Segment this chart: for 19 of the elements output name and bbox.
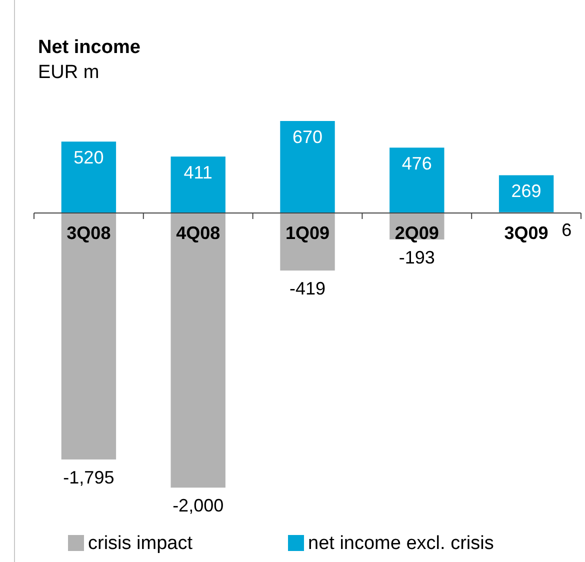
x-tick-label: 1Q09 bbox=[285, 223, 330, 243]
legend-label: crisis impact bbox=[88, 533, 194, 554]
data-label: 670 bbox=[292, 127, 323, 147]
chart-title: Net income bbox=[38, 37, 140, 58]
data-label: -419 bbox=[289, 278, 326, 299]
legend-label: net income excl. crisis bbox=[308, 533, 494, 554]
data-label: 269 bbox=[511, 181, 542, 202]
data-label: -193 bbox=[398, 248, 435, 268]
data-label: -1,795 bbox=[63, 467, 114, 488]
data-label: 6 bbox=[562, 220, 572, 240]
x-tick-label: 4Q08 bbox=[176, 223, 220, 243]
data-label: 520 bbox=[74, 148, 104, 168]
chart-subtitle: EUR m bbox=[38, 62, 100, 83]
x-tick-label: 3Q09 bbox=[504, 223, 548, 243]
x-tick-label: 3Q08 bbox=[66, 223, 111, 243]
x-tick-label: 2Q09 bbox=[394, 223, 439, 243]
data-label: 476 bbox=[402, 154, 432, 174]
data-label: -2,000 bbox=[172, 496, 224, 516]
data-label: 411 bbox=[184, 162, 212, 183]
